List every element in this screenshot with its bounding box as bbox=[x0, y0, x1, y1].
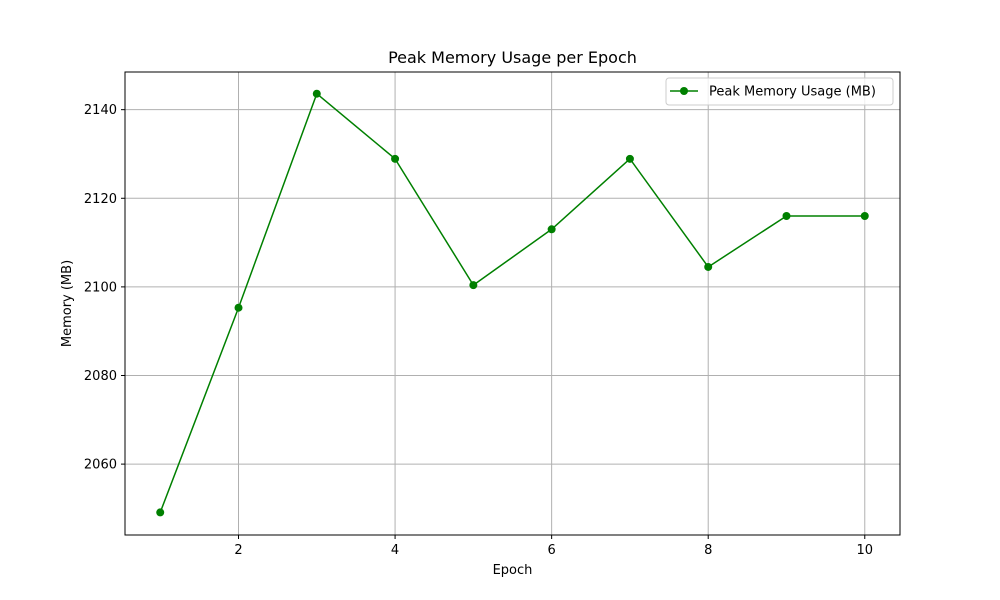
y-tick-label: 2120 bbox=[84, 192, 117, 207]
y-tick-label: 2100 bbox=[84, 280, 117, 295]
data-point bbox=[704, 262, 713, 271]
data-point bbox=[156, 508, 165, 517]
x-tick-label: 10 bbox=[856, 543, 873, 558]
x-tick-label: 2 bbox=[234, 543, 242, 558]
legend-point-marker bbox=[680, 87, 688, 95]
x-tick-label: 4 bbox=[391, 543, 399, 558]
series-line bbox=[159, 92, 865, 513]
data-point bbox=[782, 211, 791, 220]
data-point bbox=[234, 303, 243, 312]
y-axis-label: Memory (MB) bbox=[60, 260, 75, 347]
chart-title: Peak Memory Usage per Epoch bbox=[388, 48, 637, 67]
y-tick-label: 2060 bbox=[84, 458, 117, 473]
axis-ticks: 2 4 6 8 10 2060 2080 2100 2120 2140 bbox=[84, 103, 873, 558]
x-axis-label: Epoch bbox=[493, 563, 533, 578]
y-tick-label: 2080 bbox=[84, 369, 117, 384]
data-point bbox=[312, 89, 321, 98]
data-point bbox=[625, 154, 634, 163]
grid-lines bbox=[125, 72, 900, 535]
x-tick-label: 8 bbox=[704, 543, 712, 558]
x-tick-label: 6 bbox=[548, 543, 556, 558]
data-point bbox=[860, 211, 869, 220]
legend: Peak Memory Usage (MB) bbox=[665, 77, 894, 106]
data-series bbox=[156, 89, 869, 517]
data-point bbox=[469, 281, 478, 290]
data-point bbox=[547, 225, 556, 234]
y-tick-label: 2140 bbox=[84, 103, 117, 118]
plot-frame bbox=[124, 71, 901, 536]
legend-label: Peak Memory Usage (MB) bbox=[709, 85, 876, 100]
legend-box bbox=[665, 77, 894, 106]
data-point bbox=[391, 154, 400, 163]
